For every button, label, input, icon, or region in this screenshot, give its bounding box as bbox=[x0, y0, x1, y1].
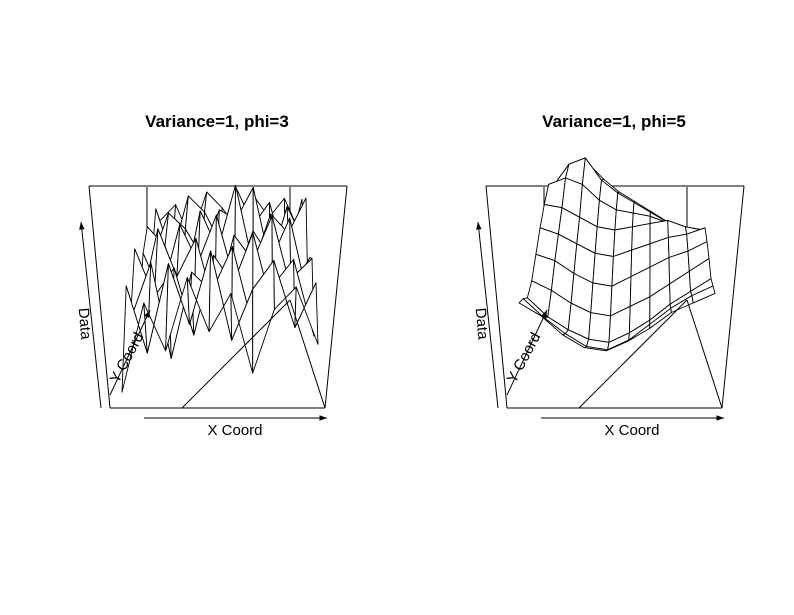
x-axis-label: X Coord bbox=[207, 422, 262, 439]
surface-facet bbox=[594, 226, 616, 257]
y-axis-label: Y Coord bbox=[107, 330, 148, 386]
bounding-box-back bbox=[485, 185, 745, 409]
bounding-box-front bbox=[507, 299, 723, 409]
box-edge-left bbox=[485, 185, 508, 409]
surface-facet bbox=[590, 282, 613, 317]
axis-arrows bbox=[79, 221, 327, 421]
axis-arrows bbox=[476, 221, 724, 421]
surface-mesh bbox=[121, 184, 319, 393]
box-edge-base-back-right bbox=[181, 299, 291, 409]
box-edge-left bbox=[88, 185, 111, 409]
box-edge-base-right bbox=[289, 299, 326, 409]
x-axis-arrow bbox=[541, 415, 724, 421]
box-edge-right bbox=[324, 185, 348, 409]
surface-facet bbox=[294, 282, 319, 345]
y-axis-arrow bbox=[109, 309, 151, 396]
z-axis-arrow-head bbox=[476, 222, 482, 230]
surface-facet bbox=[691, 285, 716, 304]
y-axis-label: Y Coord bbox=[504, 330, 545, 386]
surface-facet bbox=[588, 312, 611, 343]
z-axis-label: Data bbox=[472, 307, 492, 341]
surface-mesh bbox=[518, 157, 716, 352]
surface-panel-right: Variance=1, phi=5 X Coord Y Coord Data bbox=[472, 112, 745, 439]
x-axis-arrow-head bbox=[716, 415, 724, 421]
x-axis-label: X Coord bbox=[604, 422, 659, 439]
z-axis-label: Data bbox=[75, 307, 95, 341]
z-axis-arrow bbox=[476, 221, 499, 409]
y-axis-arrow-shaft bbox=[109, 309, 151, 396]
x-axis-arrow bbox=[144, 415, 327, 421]
z-axis-arrow-shaft bbox=[80, 221, 102, 409]
z-axis-arrow-shaft bbox=[477, 221, 499, 409]
bounding-box-front bbox=[110, 299, 326, 409]
y-axis-arrow-head bbox=[541, 310, 547, 318]
z-axis-arrow-head bbox=[79, 222, 85, 230]
z-axis-arrow bbox=[79, 221, 102, 409]
y-axis-arrow-head bbox=[144, 310, 150, 318]
y-axis-arrow bbox=[506, 309, 548, 396]
bounding-box-back bbox=[88, 185, 348, 409]
box-edge-right bbox=[721, 185, 745, 409]
x-axis-arrow-head bbox=[319, 415, 327, 421]
surface-panel-left: Variance=1, phi=3 X Coord Y Coord Data bbox=[75, 112, 348, 439]
chart-title: Variance=1, phi=5 bbox=[542, 112, 686, 131]
chart-title: Variance=1, phi=3 bbox=[145, 112, 289, 131]
box-edge-base-back-right bbox=[578, 299, 688, 409]
y-axis-arrow-shaft bbox=[506, 309, 548, 396]
box-edge-base-right bbox=[686, 299, 723, 409]
surface-facet bbox=[592, 252, 614, 287]
